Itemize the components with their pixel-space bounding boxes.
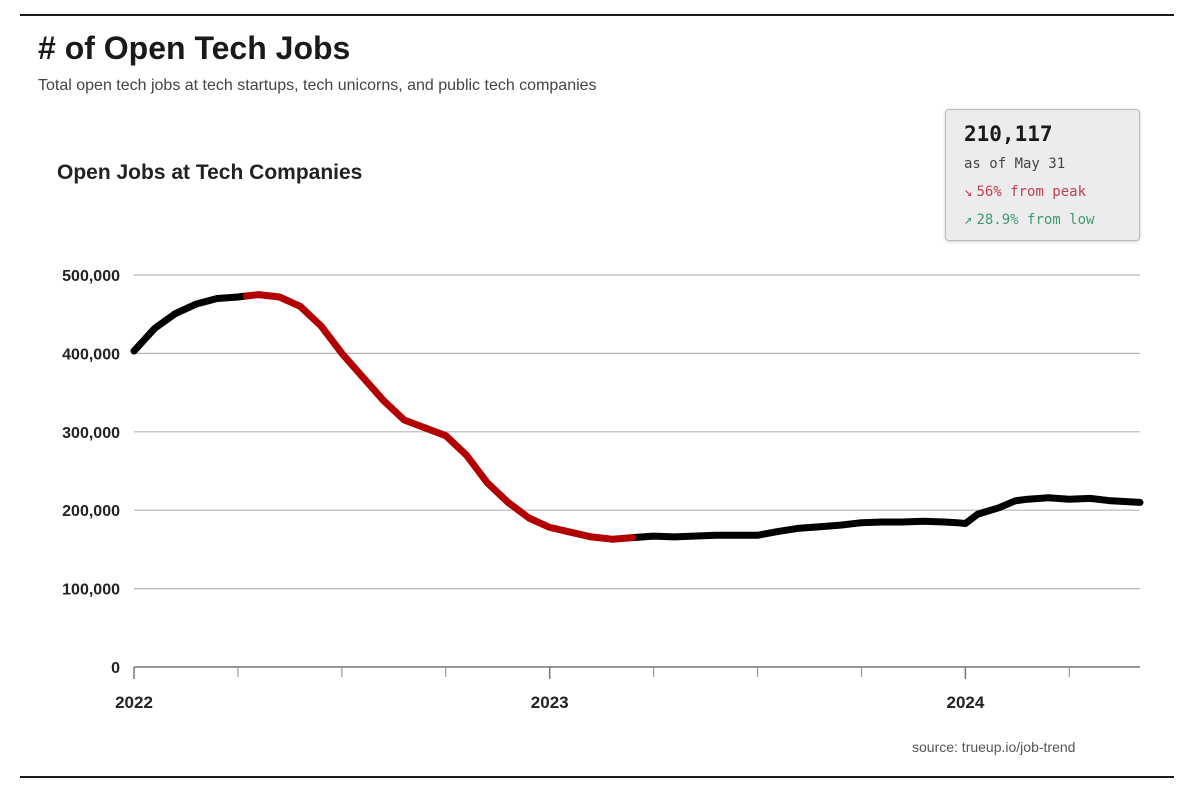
chart-title: Open Jobs at Tech Companies: [57, 161, 363, 184]
x-tick-label: 2024: [946, 693, 984, 712]
y-tick-label: 200,000: [62, 503, 120, 520]
data-point: [297, 303, 303, 309]
from-peak: ↘ 56% from peak: [964, 184, 1086, 200]
data-point: [443, 433, 449, 439]
y-tick-label: 100,000: [62, 582, 120, 599]
data-point: [954, 520, 960, 526]
series-line-recovery: [629, 494, 1144, 542]
y-tick-label: 400,000: [62, 346, 120, 363]
data-point: [858, 520, 864, 526]
arrow-up-right-icon: ↗: [964, 212, 973, 228]
y-tick-label: 500,000: [62, 268, 120, 285]
data-point: [713, 532, 719, 538]
data-point: [214, 296, 220, 302]
data-point: [996, 505, 1002, 511]
data-point: [360, 374, 366, 380]
data-point: [1137, 499, 1143, 505]
data-point: [921, 518, 927, 524]
series-line-rise: [130, 292, 250, 355]
data-point: [464, 452, 470, 458]
data-point: [796, 525, 802, 531]
data-point: [276, 294, 282, 300]
data-point: [318, 323, 324, 329]
data-point: [339, 350, 345, 356]
data-point: [651, 533, 657, 539]
y-tick-label: 300,000: [62, 425, 120, 442]
data-point: [547, 524, 553, 530]
data-point: [401, 417, 407, 423]
arrow-down-right-icon: ↘: [964, 184, 973, 200]
from-peak-text: 56% from peak: [976, 184, 1087, 200]
data-point: [484, 480, 490, 486]
data-point: [173, 310, 179, 316]
current-value: 210,117: [964, 122, 1053, 146]
data-point: [1025, 496, 1031, 502]
data-point: [1066, 496, 1072, 502]
page-title: # of Open Tech Jobs: [38, 30, 351, 66]
stat-box: 210,117 as of May 31 ↘ 56% from peak ↗ 28.…: [945, 109, 1140, 241]
data-point: [422, 425, 428, 431]
x-tick-label: 2022: [115, 693, 153, 712]
y-tick-label: 0: [111, 660, 120, 677]
as-of-date: as of May 31: [964, 156, 1066, 172]
from-low: ↗ 28.9% from low: [964, 212, 1094, 228]
data-point: [131, 348, 137, 354]
data-point: [879, 519, 885, 525]
data-point: [1087, 495, 1093, 501]
data-point: [152, 325, 158, 331]
source-note: source: trueup.io/job-trend: [912, 739, 1076, 755]
data-point: [567, 529, 573, 535]
data-point: [380, 397, 386, 403]
data-point: [671, 534, 677, 540]
data-point: [630, 535, 636, 541]
data-point: [900, 519, 906, 525]
line-layer: [130, 291, 1144, 543]
data-point: [1046, 495, 1052, 501]
data-point: [1108, 498, 1114, 504]
data-point: [526, 515, 532, 521]
data-point: [588, 534, 594, 540]
data-point: [256, 292, 262, 298]
x-tick-label: 2023: [531, 693, 569, 712]
series-line-decline: [242, 291, 637, 543]
data-point: [505, 499, 511, 505]
axis-layer: 0 100,000 200,000 300,000 400,000 500,000 2022…: [62, 268, 1140, 712]
data-point: [235, 294, 241, 300]
data-point: [838, 522, 844, 528]
page-subtitle: Total open tech jobs at tech startups, t…: [38, 77, 597, 94]
data-point: [609, 536, 615, 542]
data-point: [1012, 498, 1018, 504]
from-low-text: 28.9% from low: [976, 212, 1095, 228]
data-point: [755, 532, 761, 538]
data-point: [775, 528, 781, 534]
data-point: [942, 519, 948, 525]
grid-layer: [134, 274, 1140, 590]
data-point: [975, 511, 981, 517]
data-point: [962, 521, 968, 527]
data-point: [817, 524, 823, 530]
data-point: [193, 301, 199, 307]
